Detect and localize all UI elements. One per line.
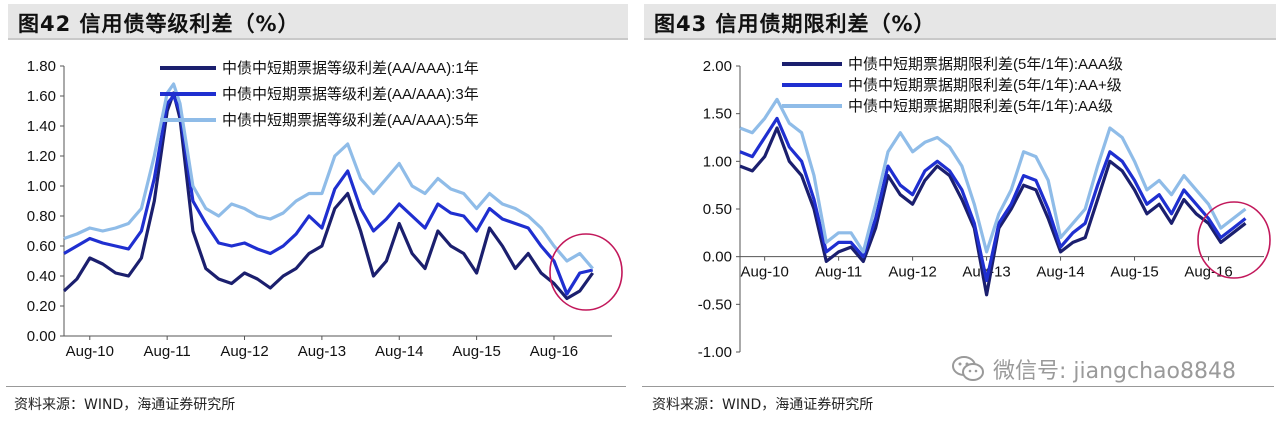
- highlight-circle: [549, 233, 623, 311]
- legend-label: 中债中短期票据期限利差(5年/1年):AA+级: [848, 77, 1122, 94]
- highlight-circle: [1197, 201, 1271, 279]
- y-tick-label: 1.00: [703, 153, 732, 170]
- wechat-icon: [952, 356, 984, 381]
- y-tick-label: 2.00: [703, 58, 732, 75]
- y-tick-label: 1.20: [27, 148, 56, 165]
- x-tick-label: Aug-14: [375, 343, 423, 360]
- legend-label: 中债中短期票据等级利差(AA/AAA):5年: [222, 111, 479, 129]
- series-line-1: [739, 126, 1247, 297]
- y-tick-label: -1.00: [698, 344, 732, 361]
- y-tick-label: 0.80: [27, 208, 56, 225]
- x-tick-label: Aug-11: [815, 264, 862, 281]
- x-tick-label: Aug-13: [962, 264, 1010, 281]
- watermark-text: 微信号: jiangchao8848: [993, 359, 1236, 384]
- chart-title-bar: 图42 信用债等级利差（%）: [8, 4, 628, 40]
- legend-label: 中债中短期票据期限利差(5年/1年):AA级: [848, 98, 1113, 115]
- y-tick-label: 0.50: [703, 201, 732, 218]
- x-tick-label: Aug-12: [888, 264, 936, 281]
- legend-label: 中债中短期票据等级利差(AA/AAA):1年: [222, 59, 479, 77]
- series-line-1: [62, 91, 595, 301]
- x-tick-label: Aug-16: [530, 343, 578, 360]
- chart-rating-spread: 0.00 0.20 0.40 0.60 0.80 1.00 1.20 1.40 1.60 1.80…: [27, 58, 623, 360]
- x-tick-label: Aug-12: [220, 343, 268, 360]
- y-tick-label: 0.20: [27, 298, 56, 315]
- x-tick-label: Aug-13: [298, 343, 346, 360]
- divider: [6, 386, 626, 387]
- x-tick-label: Aug-15: [1110, 264, 1158, 281]
- y-tick-label: 0.40: [27, 268, 56, 285]
- x-tick-label: Aug-10: [740, 264, 788, 281]
- chart-term-spread: -1.00 -0.50 0.00 0.50 1.00 1.50 2.00 Aug-10 Aug-…: [698, 56, 1271, 361]
- source-note: 资料来源：WIND，海通证券研究所: [14, 397, 236, 413]
- legend-label: 中债中短期票据等级利差(AA/AAA):3年: [222, 85, 479, 103]
- y-tick-label: 0.00: [27, 328, 56, 345]
- x-tick-label: Aug-16: [1184, 264, 1232, 281]
- legend-label: 中债中短期票据期限利差(5年/1年):AAA级: [848, 56, 1123, 73]
- y-tick-label: 1.00: [27, 178, 56, 195]
- source-note: 资料来源：WIND，海通证券研究所: [652, 397, 874, 413]
- series-line-3: [739, 97, 1247, 254]
- series-line-3: [63, 82, 594, 270]
- series-line-2: [739, 116, 1247, 283]
- y-tick-label: 1.50: [703, 106, 732, 123]
- panel-left: 图42 信用债等级利差（%） 0.00 0.20 0.40 0.60 0.80 1.00 1…: [0, 0, 632, 422]
- series-line-2: [63, 94, 594, 296]
- x-tick-label: Aug-14: [1036, 264, 1084, 281]
- y-tick-label: 1.80: [27, 58, 56, 75]
- y-tick-label: 1.60: [27, 88, 56, 105]
- panel-right: 图43 信用债期限利差（%） -1.00 -0.50 0.00 0.50 1.00 1.5…: [636, 0, 1280, 422]
- x-tick-label: Aug-10: [66, 343, 114, 360]
- y-tick-label: 1.40: [27, 118, 56, 135]
- chart-title: 图42 信用债等级利差（%）: [18, 12, 300, 36]
- y-tick-label: 0.00: [703, 249, 732, 266]
- chart-title: 图43 信用债期限利差（%）: [654, 12, 936, 36]
- divider: [642, 386, 1274, 387]
- x-tick-label: Aug-11: [144, 343, 191, 360]
- y-tick-label: -0.50: [698, 296, 732, 313]
- x-tick-label: Aug-15: [452, 343, 500, 360]
- y-tick-label: 0.60: [27, 238, 56, 255]
- watermark: 微信号: jiangchao8848: [951, 352, 1236, 386]
- chart-title-bar: 图43 信用债期限利差（%）: [644, 4, 1276, 40]
